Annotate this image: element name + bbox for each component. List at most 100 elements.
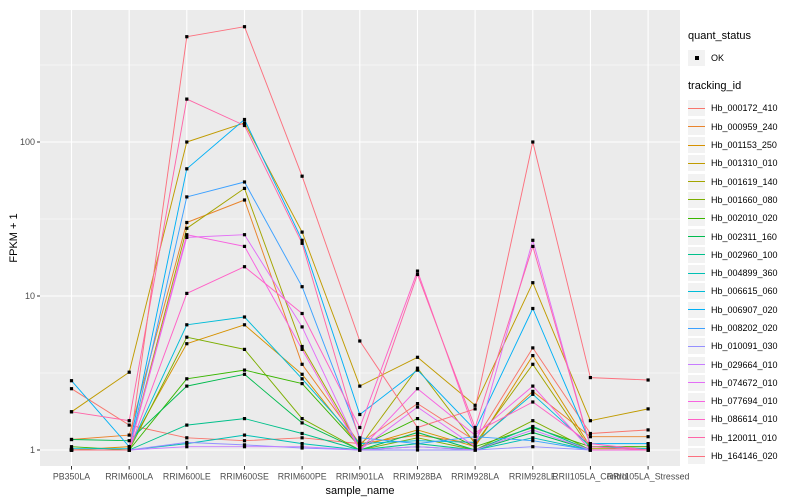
data-point	[531, 392, 535, 396]
data-point	[588, 376, 592, 380]
data-point	[185, 440, 189, 444]
data-point	[300, 174, 304, 178]
legend-key-box	[688, 265, 705, 282]
legend-item-label: Hb_120011_010	[711, 432, 777, 443]
x-tick-label-RRIM600LA: RRIM600LA	[105, 472, 153, 482]
x-tick-label-RRIM600SE: RRIM600SE	[220, 472, 269, 482]
legend-key-line-icon	[688, 199, 705, 201]
legend-item-Hb_029664_010: Hb_029664_010	[688, 355, 800, 373]
data-point	[415, 442, 420, 446]
data-point	[473, 433, 477, 437]
legend-key-line-icon	[688, 181, 705, 183]
data-point	[300, 325, 304, 329]
data-point	[127, 370, 131, 374]
data-point	[242, 433, 247, 437]
data-point	[242, 121, 247, 125]
data-point	[300, 377, 304, 381]
x-tick-label-RRIM600PE: RRIM600PE	[278, 472, 327, 482]
legend-key-line-icon	[688, 162, 705, 164]
legend: quant_status OK tracking_id Hb_000172_41…	[688, 30, 800, 465]
legend-key-line-icon	[688, 217, 705, 219]
y-axis-title: FPKM + 1	[8, 213, 20, 263]
legend-item-label: Hb_001310_010	[711, 158, 778, 169]
data-point	[300, 442, 304, 446]
data-point	[531, 428, 535, 432]
legend-item-label: Hb_002960_100	[711, 249, 778, 260]
data-point	[415, 448, 420, 452]
data-point	[185, 423, 189, 427]
data-point	[473, 439, 477, 443]
data-point	[531, 384, 535, 388]
data-point	[646, 442, 650, 446]
data-point	[646, 428, 650, 432]
y-tick-label: 10	[25, 291, 35, 301]
x-tick-label-RRII105LA_Control: RRII105LA_Control	[552, 472, 628, 482]
legend-item-label: Hb_001153_250	[711, 140, 777, 151]
legend-item-Hb_008202_020: Hb_008202_020	[688, 319, 800, 337]
data-point	[588, 445, 592, 449]
data-point	[415, 355, 420, 359]
data-point	[185, 384, 189, 388]
legend-key-box	[688, 338, 705, 355]
data-point	[588, 419, 592, 423]
legend-key-box	[688, 118, 705, 135]
legend-key-box	[688, 429, 705, 446]
data-point	[300, 344, 304, 349]
x-tick-label-RRIM901LA: RRIM901LA	[336, 472, 384, 482]
data-point	[300, 445, 304, 449]
data-point	[242, 117, 247, 122]
data-point	[242, 180, 247, 184]
legend-item-Hb_002010_020: Hb_002010_020	[688, 209, 800, 227]
data-point	[646, 435, 650, 439]
legend-item-label: Hb_029664_010	[711, 359, 778, 370]
data-point	[242, 372, 247, 376]
data-point	[127, 423, 131, 427]
data-point	[185, 167, 189, 171]
legend-item-Hb_002311_160: Hb_002311_160	[688, 227, 800, 245]
legend-item-Hb_074672_010: Hb_074672_010	[688, 374, 800, 392]
data-point	[358, 384, 362, 388]
data-point	[531, 140, 535, 144]
data-point	[127, 445, 131, 449]
legend-key-line-icon	[688, 400, 705, 402]
y-tick-label: 1	[30, 445, 35, 455]
data-point	[185, 97, 189, 101]
legend-item-label: Hb_004899_360	[711, 268, 778, 279]
legend-key-box	[688, 320, 705, 336]
data-point	[531, 439, 535, 443]
data-point	[185, 233, 189, 237]
legend-item-label: Hb_001619_140	[711, 176, 778, 187]
data-point	[473, 440, 477, 444]
data-point	[473, 445, 477, 449]
data-point	[473, 403, 477, 407]
legend-item-Hb_120011_010: Hb_120011_010	[688, 429, 800, 447]
data-point	[415, 439, 420, 443]
legend-item-Hb_001619_140: Hb_001619_140	[688, 172, 800, 190]
legend-key-line-icon	[688, 309, 705, 311]
data-point	[588, 448, 592, 452]
data-point	[242, 417, 247, 421]
data-point	[185, 323, 189, 327]
legend-key-line-icon	[688, 254, 705, 256]
data-point	[127, 433, 131, 437]
data-point	[242, 25, 247, 29]
data-point	[531, 445, 535, 449]
data-point	[358, 339, 362, 343]
legend-item-label: Hb_002010_020	[711, 213, 778, 224]
x-tick-label-PB350LA: PB350LA	[53, 472, 90, 482]
data-point	[185, 291, 189, 295]
data-point	[242, 265, 247, 269]
data-point	[415, 368, 420, 372]
legend-item-label: Hb_002311_160	[711, 231, 777, 242]
legend-item-label: Hb_001660_080	[711, 194, 778, 205]
legend-key-line-icon	[688, 272, 705, 274]
data-point	[300, 347, 304, 351]
data-point	[69, 379, 74, 383]
legend-title-quant-status: quant_status	[688, 30, 751, 42]
data-point	[300, 241, 304, 245]
legend-tracking-items: Hb_000172_410 Hb_000959_240 Hb_001153_250 H…	[688, 99, 800, 465]
legend-key-box	[688, 210, 705, 227]
data-point	[242, 315, 247, 319]
legend-item-label: Hb_000959_240	[711, 121, 778, 132]
legend-item-Hb_006907_020: Hb_006907_020	[688, 301, 800, 319]
